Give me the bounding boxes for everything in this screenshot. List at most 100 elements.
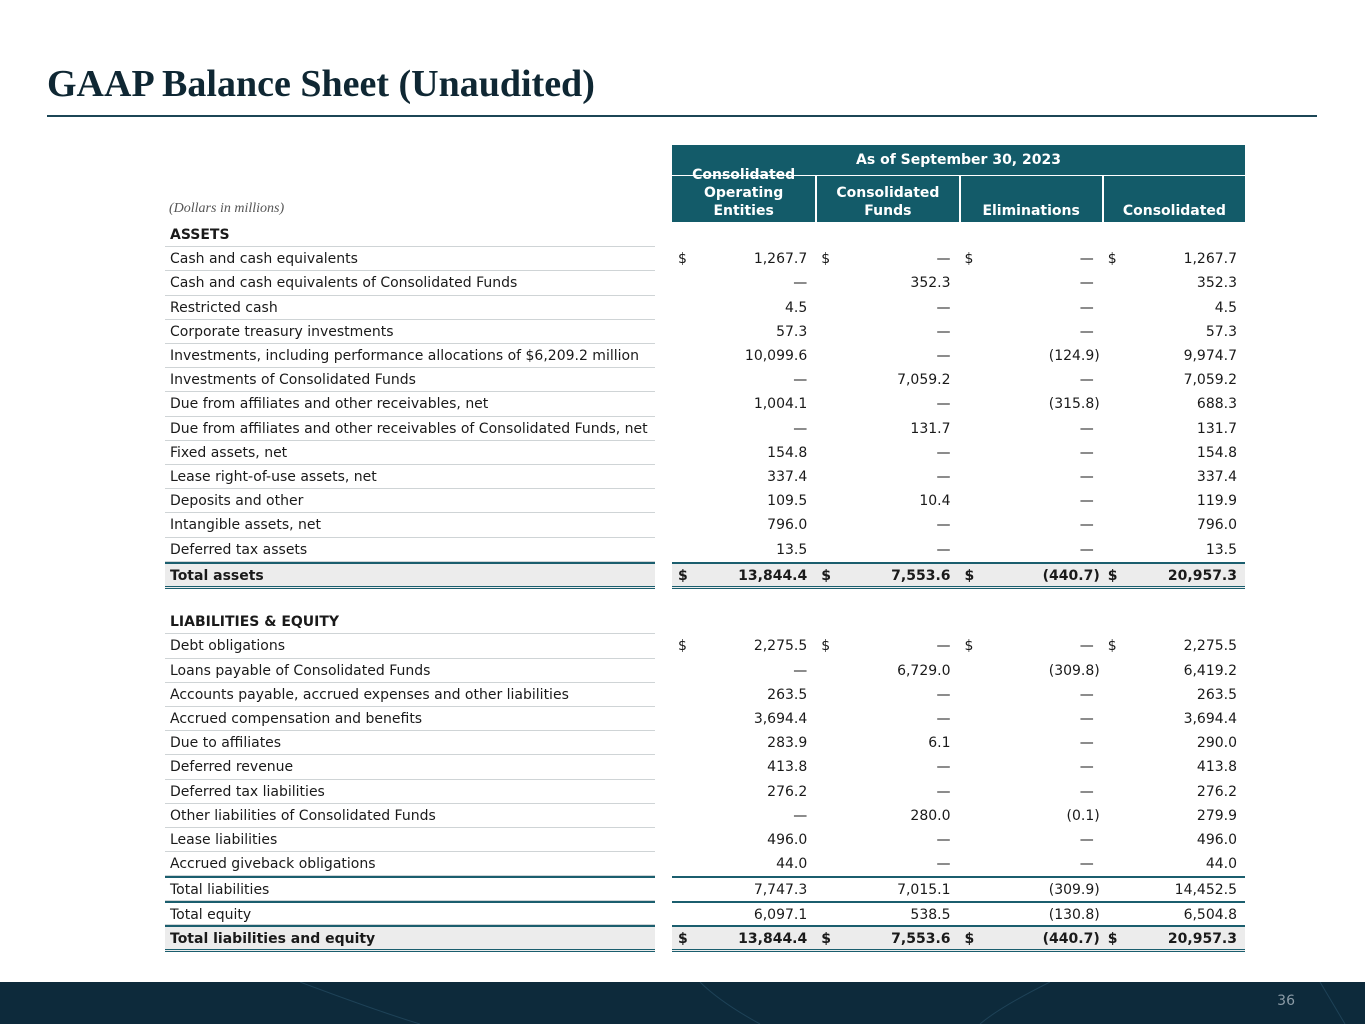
value-cell: —	[959, 828, 1102, 852]
cell-value: 154.8	[1196, 444, 1237, 461]
cell-value: 4.5	[784, 299, 808, 316]
cell-value: —	[793, 662, 808, 679]
value-cell: 6,504.8	[1101, 900, 1245, 925]
cell-value: 263.5	[767, 686, 808, 703]
currency-sign: $	[1107, 251, 1117, 268]
value-cell: —	[672, 368, 815, 392]
value-cell: —	[959, 780, 1102, 804]
value-cell: $ —	[959, 247, 1102, 271]
cell-value: 13,844.4	[738, 930, 808, 947]
value-cell: 6,097.1	[672, 900, 816, 925]
row-label: Total liabilities	[165, 876, 655, 901]
cell-value: —	[936, 396, 951, 413]
value-cell: 413.8	[672, 755, 815, 779]
value-cell: —	[959, 683, 1102, 707]
value-cell: (309.9)	[958, 876, 1102, 900]
cell-value: 496.0	[1196, 832, 1237, 848]
value-cell: —	[959, 489, 1102, 513]
row-label: Investments of Consolidated Funds	[165, 368, 655, 393]
cell-value: —	[1079, 444, 1094, 461]
cell-value: 413.8	[767, 759, 808, 776]
cell-value: —	[936, 759, 951, 776]
row-label: Investments, including performance alloc…	[165, 344, 655, 369]
value-cell: —	[959, 538, 1102, 562]
value-cell: 154.8	[672, 441, 815, 465]
cell-value: (130.8)	[1048, 906, 1100, 923]
cell-value: —	[1079, 275, 1094, 292]
row-label: Deferred revenue	[165, 755, 655, 780]
cell-value: —	[1079, 735, 1094, 752]
value-cell: —	[815, 441, 958, 465]
cell-value: 7,059.2	[897, 372, 951, 389]
slide-title: GAAP Balance Sheet (Unaudited)	[47, 63, 595, 105]
value-cell: (124.9)	[959, 344, 1102, 368]
cell-value: 7,553.6	[891, 930, 951, 947]
value-cell: 688.3	[1102, 392, 1245, 416]
value-cell: (315.8)	[959, 392, 1102, 416]
column-header: Eliminations	[958, 176, 1102, 222]
cell-value: 57.3	[776, 323, 808, 340]
cell-value: 1,004.1	[753, 396, 808, 413]
value-cell: 496.0	[672, 828, 815, 852]
value-cell: 352.3	[1102, 271, 1245, 295]
cell-value: —	[1079, 372, 1094, 389]
value-cell: 44.0	[1102, 852, 1245, 876]
value-cell: —	[815, 707, 958, 731]
row-label: Debt obligations	[165, 634, 655, 659]
cell-value: 352.3	[910, 275, 951, 292]
value-cell: —	[959, 271, 1102, 295]
value-cell: —	[959, 513, 1102, 537]
cell-value: 337.4	[1196, 469, 1237, 485]
value-cell: —	[959, 441, 1102, 465]
value-cell: 131.7	[815, 417, 958, 441]
row-label: Lease right-of-use assets, net	[165, 465, 655, 490]
cell-value: —	[936, 299, 951, 316]
row-label: Total assets	[165, 561, 655, 589]
value-cell: 279.9	[1102, 804, 1245, 828]
cell-value: 496.0	[767, 832, 808, 848]
cell-value: 44.0	[1205, 856, 1237, 873]
row-label: Deposits and other	[165, 489, 655, 514]
value-cell: —	[815, 683, 958, 707]
cell-value: —	[793, 372, 808, 389]
cell-value: —	[1079, 493, 1094, 510]
value-cell: 13.5	[1102, 538, 1245, 562]
currency-sign: $	[1107, 638, 1117, 655]
cell-value: 280.0	[910, 807, 951, 824]
value-cell: —	[959, 707, 1102, 731]
row-label: Accrued compensation and benefits	[165, 707, 655, 732]
cell-value: 44.0	[776, 856, 808, 873]
row-label: Cash and cash equivalents	[165, 247, 655, 272]
value-cell: $7,553.6	[815, 924, 959, 952]
cell-value: 10.4	[919, 493, 951, 510]
value-cell: (309.8)	[959, 659, 1102, 683]
row-label: Total liabilities and equity	[165, 924, 655, 952]
cell-value: —	[1079, 299, 1094, 316]
page-number: 36	[1277, 993, 1295, 1009]
row-label: Due to affiliates	[165, 731, 655, 756]
cell-value: —	[793, 275, 808, 292]
cell-value: 7,059.2	[1183, 372, 1237, 389]
cell-value: 276.2	[767, 783, 808, 800]
value-cell: 496.0	[1102, 828, 1245, 852]
column-header: Consolidated	[1101, 176, 1245, 222]
cell-value: —	[793, 420, 808, 437]
row-label: Restricted cash	[165, 296, 655, 320]
cell-value: 14,452.5	[1174, 882, 1237, 899]
cell-value: —	[1079, 856, 1094, 873]
cell-value: —	[936, 323, 951, 340]
row-label: Intangible assets, net	[165, 513, 655, 538]
cell-value: (309.8)	[1048, 662, 1100, 679]
value-cell: —	[959, 296, 1102, 320]
cell-value: —	[1079, 832, 1094, 848]
cell-value: 796.0	[767, 517, 808, 534]
row-label: Corporate treasury investments	[165, 320, 655, 344]
value-cell: 7,015.1	[815, 876, 959, 900]
row-label: Deferred tax assets	[165, 538, 655, 562]
value-cell: 276.2	[672, 780, 815, 804]
cell-value: 7,747.3	[753, 882, 808, 899]
cell-value: 6.1	[928, 735, 951, 752]
cell-value: —	[936, 444, 951, 461]
value-cell: —	[959, 731, 1102, 755]
cell-value: 796.0	[1196, 517, 1237, 534]
